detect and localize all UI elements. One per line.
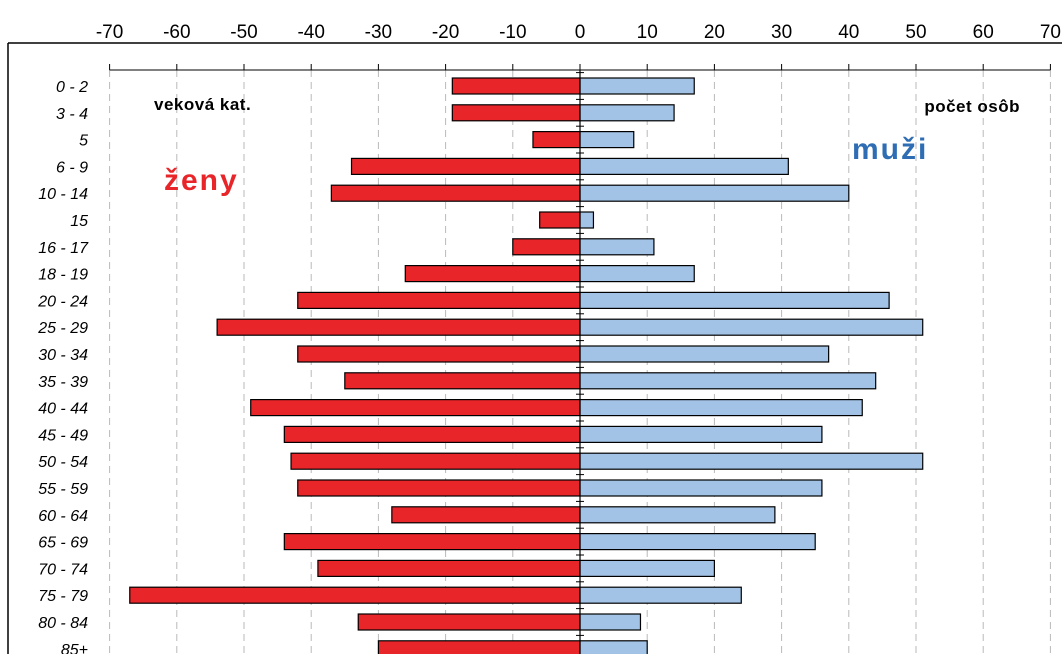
category-label: 18 - 19 — [38, 267, 88, 284]
x-tick-label: -20 — [432, 22, 459, 43]
bar-zeny — [539, 211, 581, 229]
x-tick-label: 60 — [973, 22, 994, 43]
x-tick-labels: -70 -60 -50 -40 -30 -20 -10 0 10 20 30 40 50 60 70 — [96, 22, 1061, 43]
category-label: 70 - 74 — [38, 561, 88, 578]
bar-zeny — [297, 345, 581, 363]
bar-muzi — [579, 157, 789, 175]
bar-muzi — [579, 77, 695, 95]
bar-muzi — [579, 238, 655, 256]
bar-muzi — [579, 372, 877, 390]
bar-muzi — [579, 211, 595, 229]
category-label: 30 - 34 — [38, 347, 88, 364]
x-tick-label: -30 — [365, 22, 392, 43]
bar-zeny — [317, 559, 581, 578]
category-label: 65 - 69 — [38, 535, 88, 552]
bar-zeny — [451, 77, 581, 95]
bar-zeny — [512, 238, 581, 256]
bar-muzi — [579, 479, 823, 497]
x-tick-label: 20 — [704, 22, 725, 43]
x-tick-label: -60 — [163, 22, 190, 43]
category-label: 80 - 84 — [38, 615, 88, 632]
bar-zeny — [391, 506, 581, 524]
bar-zeny — [377, 640, 581, 658]
x-axis — [109, 64, 1051, 71]
x-tick-label: -70 — [96, 22, 123, 43]
category-label: 45 - 49 — [38, 427, 88, 444]
category-label: 5 — [79, 133, 88, 150]
men-label: muži — [852, 133, 928, 166]
category-label: 20 - 24 — [37, 293, 88, 310]
women-label: ženy — [164, 164, 239, 197]
bar-muzi — [579, 318, 924, 336]
plot-frame — [7, 42, 1062, 654]
category-label: 60 - 64 — [38, 508, 88, 525]
bar-muzi — [579, 104, 675, 122]
x-tick-label: -50 — [230, 22, 257, 43]
bar-zeny — [451, 104, 581, 122]
bar-zeny — [250, 399, 581, 417]
bar-zeny — [283, 532, 581, 551]
series-muzi-bars — [579, 77, 924, 658]
category-label: 40 - 44 — [38, 401, 88, 418]
bar-zeny — [297, 291, 581, 309]
bar-muzi — [579, 559, 715, 578]
bar-muzi — [579, 399, 863, 417]
x-tick-label: 40 — [838, 22, 859, 43]
bar-muzi — [579, 425, 823, 443]
bar-muzi — [579, 506, 776, 524]
x-tick-label: 10 — [637, 22, 658, 43]
bar-zeny — [283, 425, 581, 443]
category-label: 55 - 59 — [38, 481, 88, 498]
bar-muzi — [579, 452, 924, 470]
category-label: 10 - 14 — [38, 186, 88, 203]
category-label: 85+ — [61, 642, 88, 654]
bar-muzi — [579, 345, 830, 363]
x-tick-label: -10 — [499, 22, 526, 43]
category-label: 6 - 9 — [56, 159, 88, 176]
center-axis — [576, 70, 584, 654]
bar-zeny — [404, 265, 581, 283]
bar-zeny — [344, 372, 581, 390]
category-label: 15 — [70, 213, 88, 230]
value-caption: počet osôb — [924, 97, 1020, 116]
series-zeny-bars — [129, 77, 581, 658]
bar-zeny — [129, 586, 581, 604]
bar-zeny — [532, 131, 581, 149]
category-label: 3 - 4 — [56, 106, 88, 123]
x-tick-label: 30 — [771, 22, 792, 43]
x-tick-label: 0 — [575, 22, 586, 43]
bar-zeny — [330, 184, 581, 202]
bar-muzi — [579, 291, 890, 309]
bar-zeny — [290, 452, 581, 470]
category-labels: 0 - 2 3 - 4 5 6 - 9 10 - 14 15 16 - 17 18 - 19 2… — [37, 79, 89, 659]
category-label: 35 - 39 — [38, 374, 88, 391]
category-caption: veková kat. — [154, 95, 251, 114]
bar-zeny — [357, 613, 581, 631]
bar-zeny — [216, 318, 581, 336]
x-tick-label: 70 — [1040, 22, 1061, 43]
category-label: 16 - 17 — [38, 240, 89, 257]
category-label: 25 - 29 — [37, 320, 88, 337]
category-label: 75 - 79 — [38, 588, 88, 605]
bar-muzi — [579, 640, 648, 658]
bar-zeny — [350, 157, 581, 175]
x-tick-label: 50 — [905, 22, 926, 43]
bar-muzi — [579, 131, 635, 149]
bar-muzi — [579, 265, 695, 283]
category-label: 0 - 2 — [56, 79, 88, 96]
x-tick-label: -40 — [297, 22, 324, 43]
bar-muzi — [579, 532, 816, 551]
category-label: 50 - 54 — [38, 454, 88, 471]
bar-zeny — [297, 479, 581, 497]
bar-muzi — [579, 586, 742, 604]
bar-muzi — [579, 613, 642, 631]
bar-muzi — [579, 184, 850, 202]
